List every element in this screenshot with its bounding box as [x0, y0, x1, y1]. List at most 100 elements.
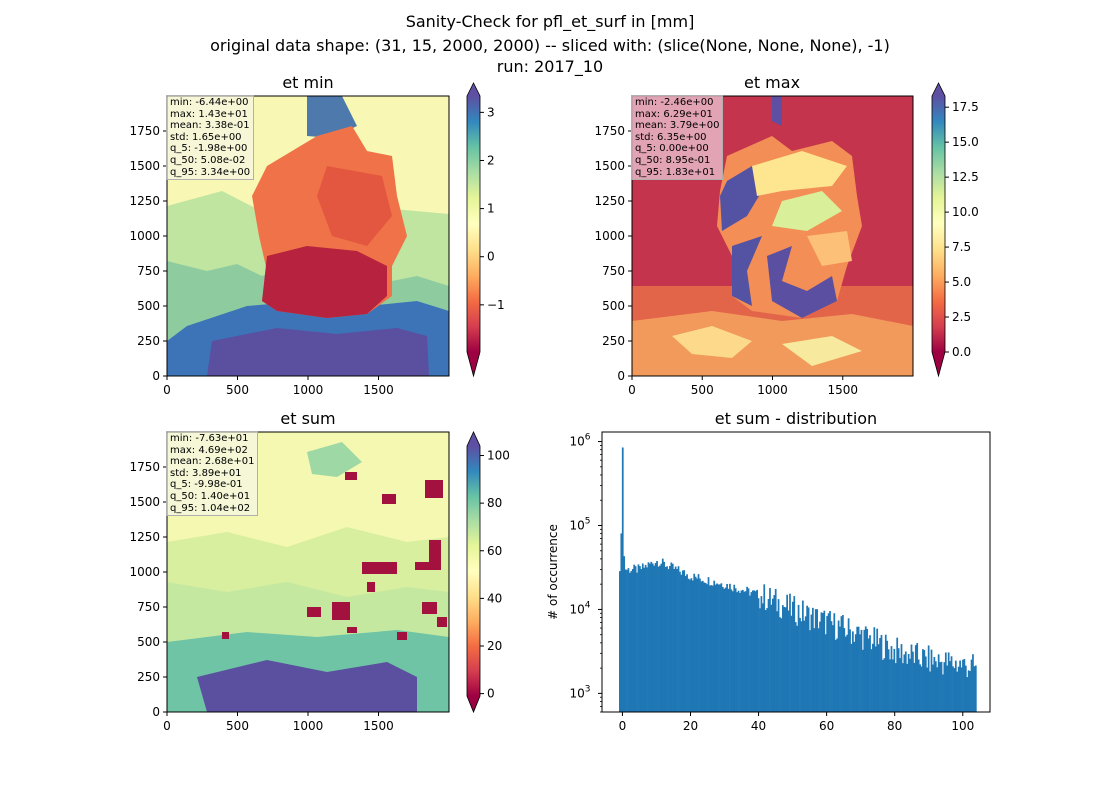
histogram-bar	[889, 659, 891, 712]
y-tick-label: 106	[569, 433, 590, 449]
histogram-bar	[681, 570, 684, 712]
histogram-bar	[959, 660, 961, 712]
stats-box-et-max: min: -2.46e+00 max: 6.29e+01 mean: 3.79e…	[631, 95, 724, 181]
histogram-bar	[704, 582, 707, 712]
histogram-bar	[926, 667, 929, 712]
histogram-bar	[967, 670, 970, 712]
histogram-bar	[840, 616, 843, 712]
histogram-bar	[731, 591, 734, 712]
histogram-bar	[651, 563, 654, 712]
histogram-bar	[626, 569, 628, 712]
y-tick-label: 500	[602, 299, 625, 313]
histogram-bar	[700, 581, 703, 712]
stat-line: q_5: 0.00e+00	[635, 143, 709, 155]
x-tick-label: 80	[887, 719, 902, 733]
histogram-bar	[800, 621, 803, 712]
histogram-bar	[747, 588, 750, 712]
histogram-bar	[960, 667, 963, 712]
histogram-bar	[934, 661, 937, 712]
histogram-bar	[822, 613, 824, 712]
x-tick-label: 1500	[363, 383, 394, 397]
x-tick-label: 0	[619, 719, 627, 733]
histogram-bar	[970, 659, 973, 712]
colorbar-tick-label: −1	[487, 298, 505, 312]
y-tick-label: 1000	[129, 229, 160, 243]
histogram-bar	[956, 671, 959, 712]
panel-et-sum: et sum	[129, 409, 509, 733]
histogram-bar	[920, 666, 923, 712]
histogram-bar	[801, 600, 804, 712]
histogram-bar	[962, 659, 964, 712]
histogram-bar	[687, 578, 690, 712]
histogram-bar	[816, 609, 819, 712]
histogram-bar	[759, 608, 761, 712]
histogram-bar	[820, 612, 823, 712]
histogram-bar	[789, 593, 791, 712]
x-tick-label: 500	[226, 383, 249, 397]
histogram-bar	[856, 626, 859, 712]
histogram-bar	[834, 639, 837, 712]
histogram-bar	[887, 649, 890, 712]
stat-line: q_5: -1.98e+00	[170, 143, 248, 155]
histogram-bar	[767, 599, 770, 712]
histogram-bar	[819, 621, 821, 712]
histogram-bar	[769, 588, 771, 712]
histogram-bar	[973, 666, 976, 712]
histogram-bar	[936, 667, 939, 712]
y-tick-label: 104	[569, 600, 590, 616]
histogram-bar	[922, 649, 924, 712]
histogram-bar	[707, 577, 710, 712]
histogram-bar	[660, 563, 663, 712]
colorbar-tick-label: 60	[487, 544, 502, 558]
histogram-bar	[761, 603, 764, 712]
colorbar-tick-label: 10.0	[952, 205, 979, 219]
histogram-bar	[852, 631, 854, 712]
histogram-bar	[886, 640, 889, 712]
histogram-bar	[754, 591, 757, 712]
histogram-bar	[796, 625, 799, 712]
histogram-bar	[932, 664, 934, 712]
figure-title-line-3: run: 2017_10	[496, 57, 604, 76]
histogram-bar	[913, 662, 916, 712]
colorbar-tick-label: 0.0	[952, 345, 971, 359]
histogram-bar	[794, 622, 797, 712]
histogram-bar	[923, 650, 926, 712]
histogram-bar	[790, 615, 793, 712]
histogram-bar	[663, 561, 666, 712]
histogram-bar	[701, 580, 704, 712]
x-tick-label: 1500	[827, 383, 858, 397]
histogram-bar	[877, 644, 880, 712]
histogram-bar	[654, 562, 657, 712]
histogram-bar	[890, 646, 893, 712]
histogram-bar	[744, 591, 747, 712]
histogram-bar	[624, 569, 627, 712]
stat-line: std: 3.89e+01	[170, 467, 242, 479]
histogram-bar	[880, 634, 883, 712]
colorbar-tick-label: 0	[487, 250, 495, 264]
stat-line: mean: 3.38e-01	[170, 120, 250, 132]
histogram-bar	[750, 592, 753, 712]
colorbar-tick-label: 17.5	[952, 100, 979, 114]
y-tick-label: 0	[617, 369, 625, 383]
histogram-bar	[912, 651, 914, 712]
stats-box-et-sum: min: -7.63e+01 max: 4.69e+02 mean: 2.68e…	[166, 431, 259, 517]
histogram-bar	[916, 643, 919, 712]
histogram-bar	[757, 598, 760, 712]
histogram-bar	[671, 563, 674, 712]
stat-line: mean: 2.68e+01	[170, 456, 255, 468]
histogram-bar	[930, 649, 933, 712]
histogram-bar	[631, 568, 634, 712]
histogram-bar	[694, 576, 697, 712]
histogram-bar	[939, 662, 941, 712]
histogram-bar	[661, 558, 664, 712]
x-tick-label: 500	[691, 383, 714, 397]
histogram-bar	[649, 563, 651, 712]
histogram-bar	[869, 635, 871, 712]
x-tick-label: 60	[819, 719, 834, 733]
histogram-bar	[653, 565, 656, 712]
y-tick-label: 1250	[129, 194, 160, 208]
histogram-bar	[753, 590, 756, 712]
stat-line: min: -6.44e+00	[170, 97, 249, 108]
histogram-y-label: # of occurrence	[546, 524, 560, 620]
colorbar-tick-label: 2	[487, 153, 495, 167]
